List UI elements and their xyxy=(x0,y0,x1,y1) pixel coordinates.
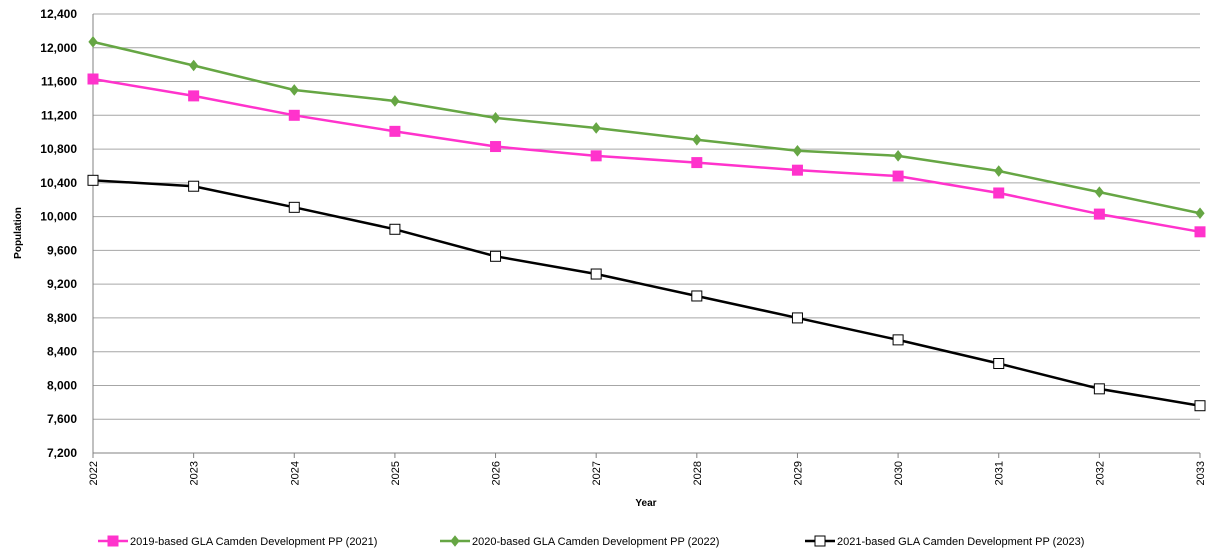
data-point xyxy=(892,334,904,346)
data-point xyxy=(791,164,803,176)
legend-item: 2020-based GLA Camden Development PP (20… xyxy=(440,535,719,548)
data-point xyxy=(490,112,501,124)
data-point xyxy=(791,312,803,324)
data-point xyxy=(792,144,803,157)
legend-swatch-marker xyxy=(814,535,826,547)
data-point xyxy=(389,125,401,137)
legend-item: 2021-based GLA Camden Development PP (20… xyxy=(805,535,1084,548)
y-tick-label: 7,600 xyxy=(47,412,77,426)
legend: 2019-based GLA Camden Development PP (20… xyxy=(98,535,1084,548)
data-point xyxy=(590,150,602,162)
series-3 xyxy=(87,174,1206,412)
y-tick-labels: 7,200 7,600 8,000 8,400 8,800 9,200 9,600 10,00… xyxy=(40,7,77,460)
legend-swatch-marker xyxy=(450,535,460,547)
x-tick-label: 2033 xyxy=(1195,461,1207,485)
x-tick-label: 2030 xyxy=(893,461,905,485)
series-line xyxy=(92,40,1201,215)
data-point xyxy=(188,180,200,192)
data-point xyxy=(994,165,1004,177)
x-tick-labels: 2022 2023 2024 2025 2026 2027 2028 2029 2030 2031… xyxy=(88,453,1207,485)
legend-label: 2021-based GLA Camden Development PP (20… xyxy=(837,536,1084,548)
y-tick-label: 12,000 xyxy=(40,41,77,55)
legend-swatch-marker xyxy=(107,535,119,547)
data-point xyxy=(993,187,1005,199)
data-point xyxy=(188,90,200,102)
data-point xyxy=(691,290,703,302)
series-line xyxy=(92,179,1201,407)
y-tick-label: 8,400 xyxy=(47,345,77,359)
legend-label: 2020-based GLA Camden Development PP (20… xyxy=(472,536,719,548)
x-tick-label: 2024 xyxy=(289,461,301,485)
axes xyxy=(92,14,1200,454)
y-tick-label: 8,000 xyxy=(47,378,77,392)
x-tick-label: 2027 xyxy=(591,461,603,485)
data-point xyxy=(1094,186,1105,198)
y-tick-label: 10,000 xyxy=(40,210,77,224)
data-point xyxy=(1194,226,1206,238)
data-point xyxy=(691,157,703,169)
data-point xyxy=(88,36,98,48)
x-tick-label: 2028 xyxy=(692,461,704,485)
data-point xyxy=(289,84,299,96)
gridlines xyxy=(93,13,1200,454)
data-point xyxy=(87,73,99,85)
data-point xyxy=(288,109,300,121)
x-tick-label: 2026 xyxy=(491,461,503,485)
x-tick-label: 2023 xyxy=(189,461,201,485)
y-tick-label: 10,400 xyxy=(40,176,77,190)
data-point xyxy=(188,59,199,72)
y-tick-label: 10,800 xyxy=(40,142,77,156)
data-point xyxy=(490,250,502,262)
y-tick-label: 11,200 xyxy=(41,108,77,122)
y-tick-label: 9,200 xyxy=(47,277,77,291)
data-point xyxy=(1093,383,1105,395)
y-tick-label: 11,600 xyxy=(41,75,77,89)
data-point xyxy=(892,170,904,182)
y-tick-label: 9,600 xyxy=(47,243,77,257)
data-point xyxy=(893,150,903,162)
y-axis-title: Population xyxy=(13,207,24,259)
data-point xyxy=(590,268,602,280)
x-axis-title: Year xyxy=(635,498,656,509)
data-point xyxy=(390,95,400,107)
y-tick-label: 8,800 xyxy=(47,311,77,325)
legend-item: 2019-based GLA Camden Development PP (20… xyxy=(98,535,377,548)
data-point xyxy=(490,141,502,153)
data-point xyxy=(591,122,601,134)
series-lines xyxy=(87,36,1206,412)
x-tick-label: 2022 xyxy=(88,461,100,485)
data-point xyxy=(87,174,99,186)
series-line xyxy=(92,77,1201,234)
data-point xyxy=(692,133,702,146)
y-tick-label: 7,200 xyxy=(47,446,77,460)
x-tick-label: 2029 xyxy=(792,461,804,485)
y-tick-label: 12,400 xyxy=(40,7,77,21)
data-point xyxy=(993,358,1005,370)
data-point xyxy=(288,201,300,213)
series-2 xyxy=(88,36,1205,220)
x-tick-label: 2025 xyxy=(390,461,402,485)
data-point xyxy=(389,223,401,235)
x-tick-label: 2031 xyxy=(994,461,1006,485)
x-tick-label: 2032 xyxy=(1094,461,1106,485)
legend-label: 2019-based GLA Camden Development PP (20… xyxy=(130,536,377,548)
data-point xyxy=(1194,400,1206,412)
series-1 xyxy=(87,73,1206,238)
data-point xyxy=(1195,207,1205,220)
data-point xyxy=(1093,208,1105,220)
